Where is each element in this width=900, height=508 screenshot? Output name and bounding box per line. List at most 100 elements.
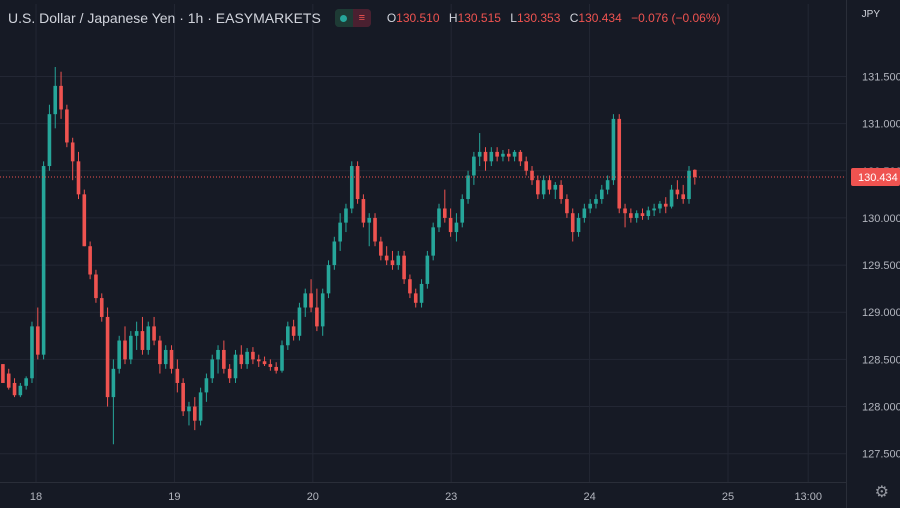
x-tick-label: 23	[445, 491, 457, 503]
candle-body	[280, 345, 284, 371]
candle-body	[210, 359, 215, 379]
candle-body	[588, 203, 592, 209]
candle-body	[152, 326, 156, 341]
candle-body	[460, 199, 465, 223]
y-tick-label: 129.000	[862, 307, 900, 319]
candle-body	[506, 153, 511, 157]
candle-body	[349, 166, 354, 209]
candle-body	[274, 366, 278, 371]
candle-body	[41, 166, 46, 355]
candle-body	[623, 208, 627, 214]
candle-body	[669, 189, 674, 207]
candle-body	[477, 151, 482, 157]
candle-body	[268, 364, 273, 367]
candle-body	[216, 349, 220, 360]
candle-body	[338, 222, 342, 242]
visibility-dot-icon[interactable]	[334, 9, 353, 27]
candle-body	[76, 161, 81, 195]
y-tick-label: 131.000	[862, 119, 900, 131]
candle-body	[425, 255, 430, 284]
candle-body	[396, 255, 401, 266]
candle-body	[640, 213, 645, 217]
candle-body	[466, 175, 470, 200]
candle-body	[443, 208, 447, 218]
candle-body	[355, 166, 360, 200]
x-tick-label: 20	[307, 491, 319, 503]
candle-body	[419, 283, 424, 303]
candle-body	[192, 406, 197, 421]
candle-body	[530, 170, 534, 181]
candle-body	[512, 151, 517, 157]
candle-body	[222, 349, 226, 369]
candle-body	[634, 213, 639, 218]
candle-body	[315, 307, 319, 327]
candle-body	[105, 316, 110, 398]
candle-body	[35, 326, 40, 355]
candle-body	[24, 378, 28, 386]
y-tick-label: 131.500	[862, 71, 900, 83]
candle-body	[53, 85, 58, 115]
candle-body	[326, 265, 331, 294]
currency-label[interactable]: JPY	[861, 9, 880, 20]
indicator-toggle[interactable]: ≡	[334, 9, 371, 27]
candle-body	[518, 151, 523, 162]
candle-body	[227, 368, 232, 379]
candle-body	[617, 118, 622, 209]
y-tick-label: 128.500	[862, 354, 900, 366]
candle-body	[1, 364, 5, 383]
open-label: O	[386, 11, 397, 25]
symbol-title[interactable]: U.S. Dollar / Japanese Yen · 1h · EASYMA…	[8, 10, 321, 26]
candle-body	[233, 354, 238, 379]
candle-body	[70, 142, 75, 162]
candle-body	[332, 241, 337, 266]
x-tick-label: 25	[722, 491, 734, 503]
high-value: 130.515	[457, 11, 501, 25]
last-price-tag	[851, 167, 900, 186]
candle-body	[437, 208, 441, 228]
candle-body	[629, 213, 633, 218]
candle-body	[454, 222, 459, 233]
candle-body	[6, 373, 11, 388]
candle-body	[123, 340, 127, 360]
candle-body	[536, 180, 540, 195]
candle-body	[158, 340, 162, 365]
candle-body	[565, 199, 569, 214]
candle-body	[379, 241, 383, 256]
candle-body	[413, 293, 418, 303]
candle-body	[12, 382, 17, 396]
candle-body	[541, 180, 546, 195]
x-tick-label: 24	[583, 491, 595, 503]
candle-body	[65, 109, 69, 143]
candle-body	[117, 340, 121, 369]
x-tick-label: 18	[30, 491, 42, 503]
candle-body	[169, 349, 174, 369]
candle-body	[99, 298, 104, 317]
candle-body	[605, 180, 610, 190]
candle-body	[373, 217, 377, 242]
candle-body	[204, 378, 209, 393]
candle-body	[384, 255, 389, 261]
candle-body	[82, 194, 87, 247]
y-tick-label: 128.000	[862, 402, 900, 414]
x-tick-label: 13:00	[794, 491, 822, 503]
low-value: 130.353	[516, 11, 561, 25]
open-value: 130.510	[396, 11, 440, 25]
candle-body	[367, 217, 372, 223]
candle-body	[297, 307, 302, 336]
candle-body	[140, 331, 145, 350]
candle-body	[181, 382, 185, 412]
gear-icon[interactable]: ⚙	[874, 484, 889, 501]
candle-body	[291, 326, 296, 336]
candle-body	[431, 227, 435, 256]
candle-body	[163, 349, 168, 365]
candle-body	[198, 392, 203, 421]
candle-body	[88, 246, 92, 275]
equals-icon[interactable]: ≡	[352, 9, 371, 27]
candle-body	[681, 194, 685, 200]
candle-body	[320, 293, 325, 327]
candle-body	[652, 208, 656, 211]
candle-body	[675, 189, 680, 195]
candle-body	[483, 151, 488, 162]
candle-body	[47, 114, 52, 167]
